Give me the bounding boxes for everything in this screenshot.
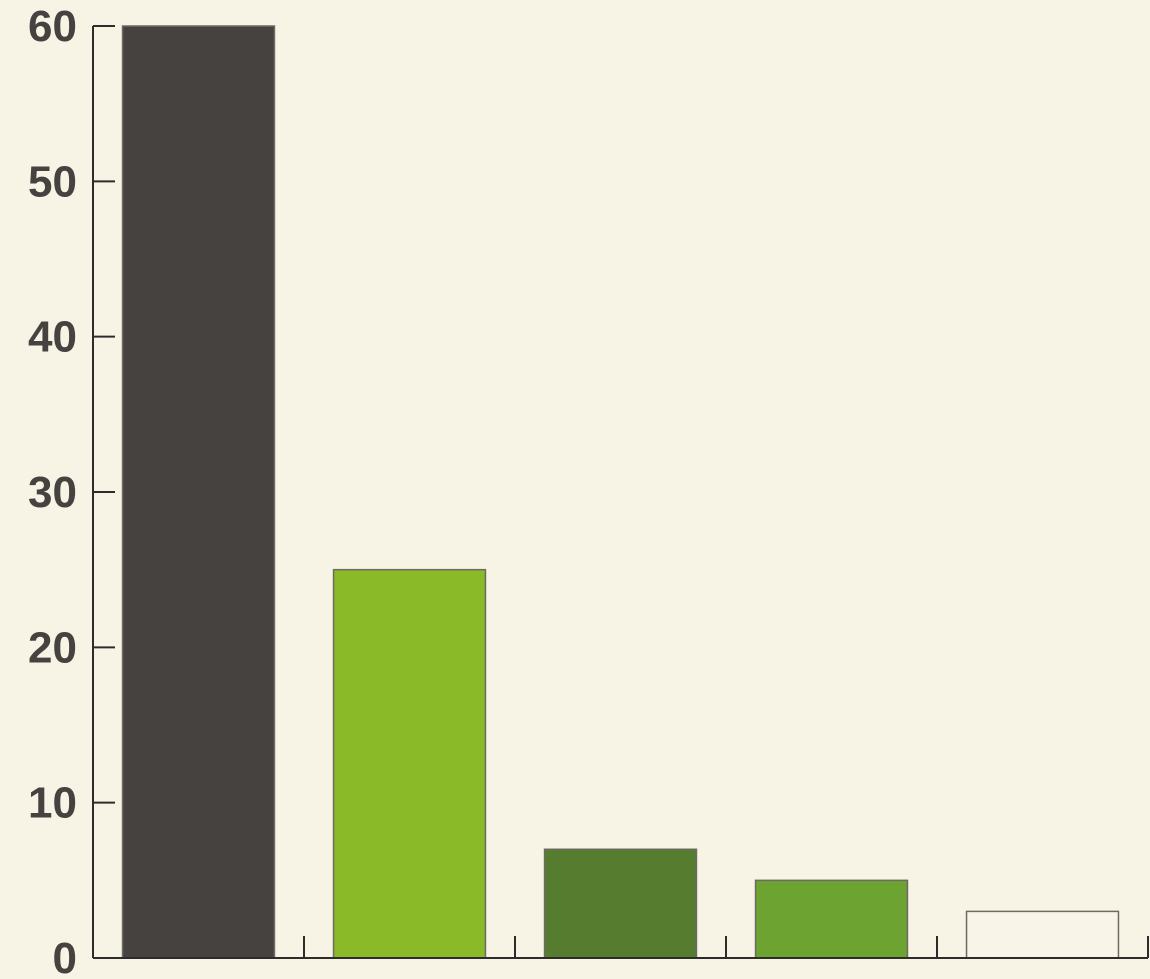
x-axis — [303, 936, 1149, 958]
y-tick-label-30: 30 — [28, 468, 77, 517]
bar-2 — [332, 568, 487, 959]
bar-series — [121, 25, 1120, 959]
bar-4 — [754, 879, 909, 959]
bar-1 — [121, 25, 276, 959]
y-axis: 0 10 20 30 40 50 60 — [28, 2, 115, 979]
y-tick-label-0: 0 — [53, 934, 77, 979]
y-tick-label-50: 50 — [28, 157, 77, 206]
y-tick-label-20: 20 — [28, 623, 77, 672]
y-tick-label-60: 60 — [28, 2, 77, 51]
bar-5 — [965, 910, 1120, 959]
y-tick-label-40: 40 — [28, 313, 77, 362]
bar-3 — [543, 848, 698, 959]
y-tick-label-10: 10 — [28, 779, 77, 828]
